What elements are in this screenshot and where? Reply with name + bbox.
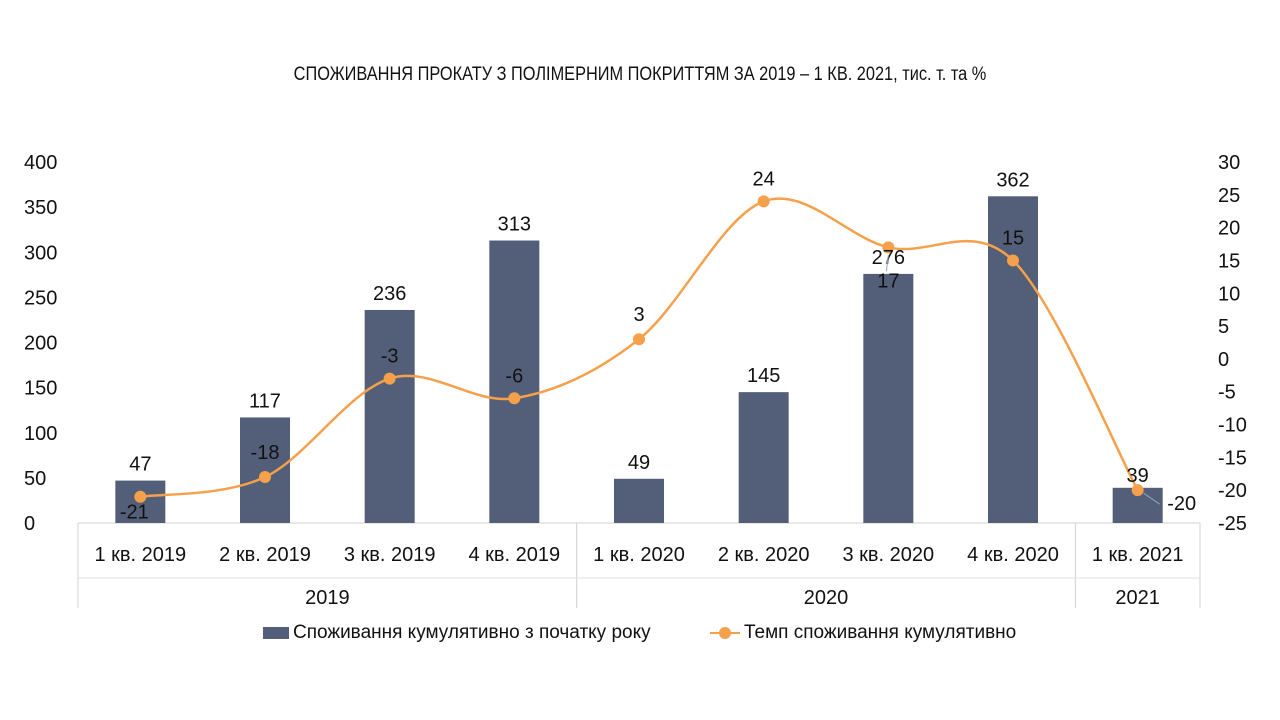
line-point [882,241,895,254]
legend-line-swatch [710,626,740,640]
line-point [259,471,271,484]
legend-item-line: Темп споживання кумулятивно [710,622,1016,644]
x-tick-label: 2 кв. 2019 [219,544,311,566]
y-right-tick-label: 5 [1218,316,1229,338]
series-line [140,197,1139,498]
y-right-tick-label: 15 [1218,250,1240,272]
line-value-label: -3 [381,346,399,368]
line-value-label: -6 [505,365,523,387]
x-tick-label: 3 кв. 2019 [344,544,436,566]
x-tick-label: 1 кв. 2019 [94,544,186,566]
y-left-tick-label: 50 [24,468,46,490]
bar [863,273,914,523]
bar [614,478,664,523]
x-tick-label: 2 кв. 2020 [718,544,810,566]
bar-value-label: 117 [249,390,281,412]
bar-value-label: 145 [747,365,780,387]
bar [364,310,415,523]
y-right-tick-label: -10 [1218,415,1247,437]
line-point [633,333,645,346]
line-value-label: 24 [753,168,775,190]
y-left-tick-label: 300 [24,242,57,264]
x-group-label: 2020 [804,587,849,609]
line-point [757,195,770,208]
bar [988,196,1038,524]
bar-value-label: 49 [628,452,650,474]
legend-label-bars: Споживання кумулятивно з початку року [293,622,651,643]
y-left-tick-label: 350 [24,197,57,219]
y-left-tick-label: 150 [24,378,57,400]
x-tick-label: 1 кв. 2021 [1092,544,1184,566]
y-left-tick-label: 400 [24,152,57,174]
line-value-label: 15 [1002,227,1024,249]
y-right-tick-label: 30 [1218,152,1240,174]
legend-label-line: Темп споживання кумулятивно [744,622,1017,643]
bar-value-label: 47 [129,454,151,476]
bar [240,417,290,523]
y-right-tick-label: -5 [1218,382,1236,404]
bar-value-label: 313 [498,214,531,236]
x-tick-label: 4 кв. 2019 [468,544,560,566]
line-value-label: 17 [877,270,899,292]
x-tick-label: 3 кв. 2020 [842,544,934,566]
label-leader-line [1143,492,1160,505]
line-point [134,490,147,503]
y-right-tick-label: -15 [1218,447,1247,469]
line-value-label: 3 [633,304,644,326]
y-right-tick-label: -20 [1218,480,1247,502]
bar-value-label: 236 [373,283,406,305]
x-tick-label: 1 кв. 2020 [593,544,685,566]
legend: Споживання кумулятивно з початку року Те… [0,622,1280,652]
y-right-tick-label: 10 [1218,283,1240,305]
line-point [1131,484,1144,497]
line-value-label: -18 [251,442,280,464]
line-point [383,372,396,385]
line-value-label: -21 [120,502,149,524]
bar [738,392,789,523]
y-right-tick-label: 20 [1218,218,1240,240]
y-right-tick-label: 0 [1218,349,1229,371]
chart-title: СПОЖИВАННЯ ПРОКАТУ З ПОЛІМЕРНИМ ПОКРИТТЯ… [293,64,987,85]
bar-value-label: 39 [1127,465,1149,487]
x-group-label: 2019 [305,587,350,609]
label-leader-line [885,255,889,272]
y-left-tick-label: 250 [24,287,57,309]
y-left-tick-label: 100 [24,423,57,445]
line-value-label: -20 [1167,493,1196,515]
y-right-tick-label: -25 [1218,513,1247,535]
legend-item-bars: Споживання кумулятивно з початку року [263,622,651,644]
line-point [508,392,521,405]
y-left-tick-label: 0 [24,513,35,535]
legend-bar-swatch [263,627,289,639]
y-left-tick-label: 200 [24,333,57,355]
bar [489,240,540,523]
y-right-tick-label: 25 [1218,185,1240,207]
bar-value-label: 362 [996,169,1029,191]
x-group-label: 2021 [1115,587,1160,609]
x-tick-label: 4 кв. 2020 [967,544,1059,566]
line-point [1007,254,1019,267]
